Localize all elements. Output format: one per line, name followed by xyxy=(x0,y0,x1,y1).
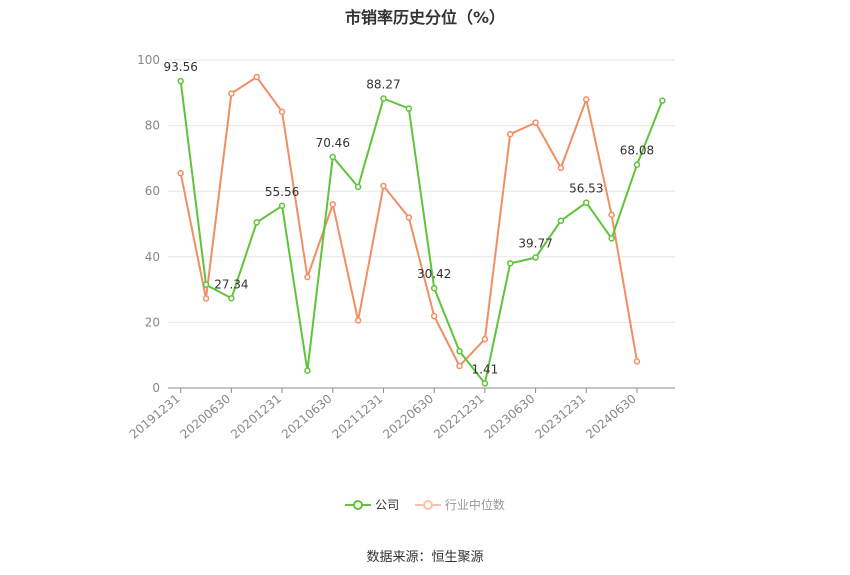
data-point xyxy=(506,260,514,267)
data-point xyxy=(380,182,387,190)
x-tick-label: 20221231 xyxy=(431,392,487,442)
line-chart: 0204060801002019123120200630202012312021… xyxy=(127,53,675,442)
data-label: 39.77 xyxy=(518,237,552,251)
chart-title: 市销率历史分位（%） xyxy=(344,8,506,27)
data-point xyxy=(430,284,438,292)
data-point xyxy=(405,105,413,112)
series-line-company xyxy=(179,80,664,385)
data-point xyxy=(557,217,565,224)
legend-label-company: 公司 xyxy=(375,498,400,512)
data-point xyxy=(228,295,235,302)
data-point xyxy=(177,77,184,85)
legend-line-marker-icon xyxy=(345,499,372,511)
chart-legend: 公司 行业中位数 xyxy=(0,496,850,514)
x-tick-label: 20200630 xyxy=(178,392,234,442)
y-tick-label: 80 xyxy=(145,119,160,133)
data-point xyxy=(430,312,438,320)
y-tick-label: 40 xyxy=(145,250,160,264)
x-tick-label: 20210630 xyxy=(279,392,335,442)
data-point xyxy=(354,183,362,191)
data-label: 1.41 xyxy=(472,362,499,376)
data-point xyxy=(481,335,489,343)
data-label: 56.53 xyxy=(569,182,603,196)
data-label: 55.56 xyxy=(265,185,299,199)
data-point xyxy=(633,358,641,365)
data-label: 93.56 xyxy=(163,60,197,74)
data-point xyxy=(633,161,641,168)
x-tick-label: 20240630 xyxy=(583,392,639,442)
data-point xyxy=(659,97,666,104)
data-point xyxy=(202,281,210,288)
x-tick-label: 20211231 xyxy=(330,392,386,442)
data-label: 30.42 xyxy=(417,267,451,281)
data-point xyxy=(532,119,539,126)
data-point xyxy=(380,95,387,102)
data-point xyxy=(329,201,337,208)
data-label: 70.46 xyxy=(316,136,350,150)
data-point xyxy=(253,73,260,81)
x-tick-label: 20220630 xyxy=(380,392,436,442)
data-point xyxy=(329,153,337,161)
data-point xyxy=(456,348,463,355)
data-point xyxy=(228,90,235,97)
data-point xyxy=(532,254,539,261)
data-point xyxy=(253,219,260,226)
data-label: 68.08 xyxy=(620,144,654,158)
data-point xyxy=(278,108,286,116)
legend-item-company[interactable]: 公司 xyxy=(345,496,399,513)
data-point xyxy=(304,273,311,281)
x-tick-label: 20231231 xyxy=(532,392,588,442)
data-point xyxy=(557,164,565,172)
data-point xyxy=(456,362,463,370)
data-point xyxy=(405,214,413,221)
y-tick-label: 20 xyxy=(145,315,160,329)
data-point xyxy=(506,130,514,138)
data-point xyxy=(304,367,311,374)
data-source: 数据来源：恒生聚源 xyxy=(366,550,484,565)
legend-item-industry-median[interactable]: 行业中位数 xyxy=(414,496,505,513)
y-tick-label: 60 xyxy=(145,184,160,198)
data-point xyxy=(608,235,615,242)
data-point xyxy=(583,199,590,206)
data-point xyxy=(481,380,489,387)
data-label: 88.27 xyxy=(366,77,400,91)
y-tick-label: 100 xyxy=(137,53,160,67)
data-point xyxy=(583,96,590,103)
data-point xyxy=(177,169,184,177)
data-label: 27.34 xyxy=(214,277,248,291)
data-point xyxy=(608,211,615,219)
data-point xyxy=(354,317,362,324)
x-tick-label: 20191231 xyxy=(127,392,183,442)
x-tick-label: 20201231 xyxy=(228,392,284,442)
legend-label-industry-median: 行业中位数 xyxy=(444,498,505,512)
legend-line-marker-icon xyxy=(414,499,441,511)
x-tick-label: 20230630 xyxy=(482,392,538,442)
data-point xyxy=(278,202,286,210)
data-point xyxy=(202,295,210,302)
y-tick-label: 0 xyxy=(152,381,160,395)
